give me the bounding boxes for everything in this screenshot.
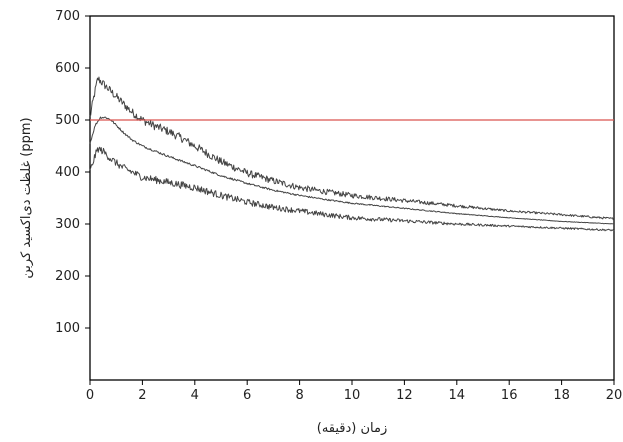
x-tick-label: 4 xyxy=(191,388,199,403)
series-line-2 xyxy=(89,116,615,225)
x-axis-title: زمان (دقیقه) xyxy=(317,421,388,436)
y-tick-label: 100 xyxy=(55,321,80,336)
y-tick-label: 700 xyxy=(55,9,80,24)
x-tick-label: 16 xyxy=(501,388,518,403)
x-tick-label: 10 xyxy=(344,388,361,403)
x-tick-label: 18 xyxy=(553,388,570,403)
x-tick-label: 8 xyxy=(295,388,303,403)
series-line-3 xyxy=(89,146,615,232)
x-tick-label: 2 xyxy=(138,388,146,403)
y-tick-label: 200 xyxy=(55,269,80,284)
y-tick-label: 300 xyxy=(55,217,80,232)
y-tick-label: 500 xyxy=(55,113,80,128)
x-tick-label: 6 xyxy=(243,388,251,403)
y-axis-ticks: 100 200 300 400 500 600 700 xyxy=(55,9,90,336)
series-line-1 xyxy=(89,76,615,221)
y-tick-label: 600 xyxy=(55,61,80,76)
x-tick-label: 14 xyxy=(449,388,466,403)
plot-area xyxy=(89,15,615,381)
x-tick-label: 20 xyxy=(606,388,623,403)
x-tick-label: 0 xyxy=(86,388,94,403)
series-layer xyxy=(89,76,615,232)
x-tick-label: 12 xyxy=(396,388,413,403)
y-axis-title: غلظت دی‌اکسید کربن (ppm) xyxy=(19,117,34,278)
y-tick-label: 400 xyxy=(55,165,80,180)
x-axis-ticks: 0 2 4 6 8 10 12 14 16 18 20 xyxy=(86,380,622,403)
